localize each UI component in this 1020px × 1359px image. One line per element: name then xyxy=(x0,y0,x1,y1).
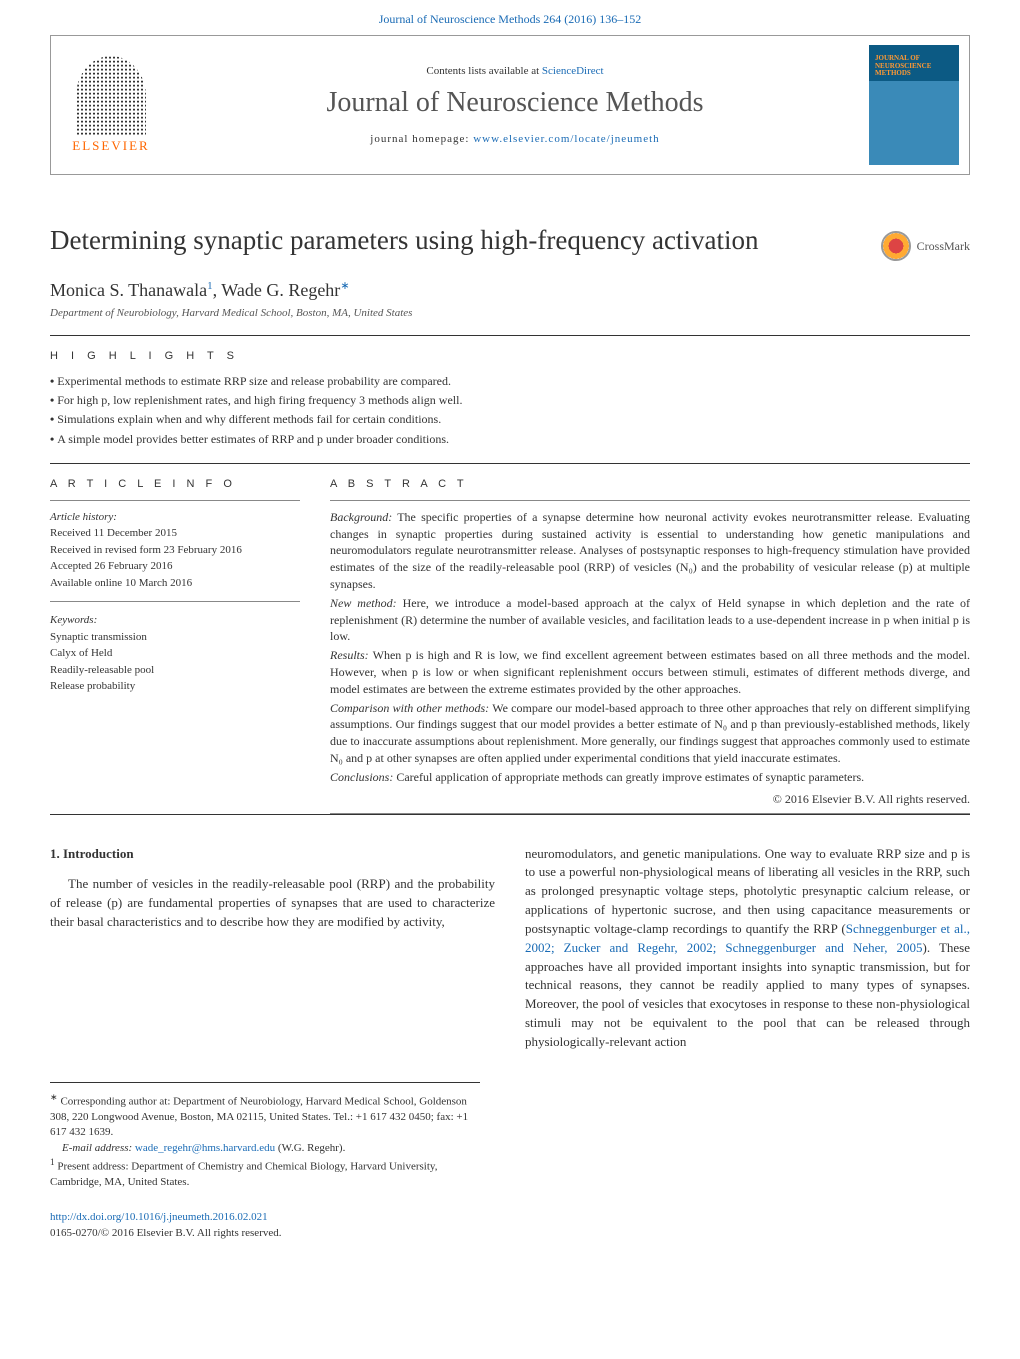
history-line: Received 11 December 2015 xyxy=(50,525,300,542)
elsevier-text: ELSEVIER xyxy=(72,138,149,154)
abs-text: When p is high and R is low, we find exc… xyxy=(330,648,970,696)
highlight-item: For high p, low replenishment rates, and… xyxy=(50,391,970,410)
article-info: A R T I C L E I N F O Article history: R… xyxy=(50,478,300,814)
abs-text: Here, we introduce a model-based approac… xyxy=(330,596,970,644)
section-heading: 1. Introduction xyxy=(50,845,495,864)
authors: Monica S. Thanawala1, Wade G. Regehr∗ xyxy=(50,279,970,301)
intro-col-1: 1. Introduction The number of vesicles i… xyxy=(50,845,495,1052)
intro-paragraph: The number of vesicles in the readily-re… xyxy=(50,875,495,932)
abs-text: Careful application of appropriate metho… xyxy=(393,770,864,784)
highlights-list: Experimental methods to estimate RRP siz… xyxy=(50,372,970,449)
history-line: Accepted 26 February 2016 xyxy=(50,558,300,575)
keyword: Release probability xyxy=(50,678,300,695)
highlights-heading: H I G H L I G H T S xyxy=(50,350,970,362)
homepage-line: journal homepage: www.elsevier.com/locat… xyxy=(370,133,659,145)
journal-title: Journal of Neuroscience Methods xyxy=(326,87,703,119)
keywords: Keywords: Synaptic transmission Calyx of… xyxy=(50,612,300,705)
crossmark-icon xyxy=(881,231,911,261)
keyword: Synaptic transmission xyxy=(50,629,300,646)
email-footnote: E-mail address: wade_regehr@hms.harvard.… xyxy=(50,1141,480,1156)
history-line: Available online 10 March 2016 xyxy=(50,575,300,592)
abstract-heading: A B S T R A C T xyxy=(330,478,970,490)
sciencedirect-link[interactable]: ScienceDirect xyxy=(542,65,604,77)
abs-label: Conclusions: xyxy=(330,770,393,784)
elsevier-logo[interactable]: ELSEVIER xyxy=(51,36,171,174)
abs-label: New method: xyxy=(330,596,397,610)
article-title: Determining synaptic parameters using hi… xyxy=(50,225,759,256)
affiliation: Department of Neurobiology, Harvard Medi… xyxy=(50,307,970,319)
cover-image: JOURNAL OF NEUROSCIENCE METHODS xyxy=(869,45,959,165)
contents-prefix: Contents lists available at xyxy=(426,65,541,77)
abs-label: Results: xyxy=(330,648,369,662)
history-label: Article history: xyxy=(50,509,300,526)
homepage-prefix: journal homepage: xyxy=(370,133,473,145)
keywords-label: Keywords: xyxy=(50,612,300,629)
highlight-item: A simple model provides better estimates… xyxy=(50,430,970,449)
history-line: Received in revised form 23 February 201… xyxy=(50,542,300,559)
abs-text: The specific properties of a synapse det… xyxy=(330,510,970,591)
footnotes: ∗ Corresponding author at: Department of… xyxy=(50,1082,480,1191)
journal-header: ELSEVIER Contents lists available at Sci… xyxy=(50,35,970,175)
intro-col-2: neuromodulators, and genetic manipulatio… xyxy=(525,845,970,1052)
doi-block: http://dx.doi.org/10.1016/j.jneumeth.201… xyxy=(50,1210,970,1241)
issn-copyright: 0165-0270/© 2016 Elsevier B.V. All right… xyxy=(50,1227,282,1239)
present-address-footnote: 1 Present address: Department of Chemist… xyxy=(50,1156,480,1190)
header-center: Contents lists available at ScienceDirec… xyxy=(171,36,859,174)
crossmark-badge[interactable]: CrossMark xyxy=(881,231,970,261)
highlight-item: Simulations explain when and why differe… xyxy=(50,410,970,429)
keyword: Readily-releasable pool xyxy=(50,662,300,679)
abstract: A B S T R A C T Background: The specific… xyxy=(330,478,970,814)
corresponding-footnote: ∗ Corresponding author at: Department of… xyxy=(50,1091,480,1141)
highlight-item: Experimental methods to estimate RRP siz… xyxy=(50,372,970,391)
journal-cover[interactable]: JOURNAL OF NEUROSCIENCE METHODS xyxy=(859,36,969,174)
homepage-link[interactable]: www.elsevier.com/locate/jneumeth xyxy=(473,133,659,145)
elsevier-tree-icon xyxy=(76,56,146,136)
email-link[interactable]: wade_regehr@hms.harvard.edu xyxy=(135,1142,275,1154)
abs-label: Comparison with other methods: xyxy=(330,701,489,715)
abstract-text: Background: The specific properties of a… xyxy=(330,509,970,786)
article-history: Article history: Received 11 December 20… xyxy=(50,509,300,603)
abstract-copyright: © 2016 Elsevier B.V. All rights reserved… xyxy=(330,792,970,807)
author-1: Monica S. Thanawala xyxy=(50,280,207,300)
intro-paragraph: neuromodulators, and genetic manipulatio… xyxy=(525,845,970,1052)
crossmark-label: CrossMark xyxy=(917,239,970,254)
abs-label: Background: xyxy=(330,510,392,524)
author-2: , Wade G. Regehr xyxy=(213,280,341,300)
contents-line: Contents lists available at ScienceDirec… xyxy=(426,65,603,77)
doi-link[interactable]: http://dx.doi.org/10.1016/j.jneumeth.201… xyxy=(50,1211,268,1223)
cover-text: JOURNAL OF NEUROSCIENCE METHODS xyxy=(875,55,931,78)
journal-citation[interactable]: Journal of Neuroscience Methods 264 (201… xyxy=(0,0,1020,35)
author-2-sup[interactable]: ∗ xyxy=(340,280,349,292)
keyword: Calyx of Held xyxy=(50,645,300,662)
info-heading: A R T I C L E I N F O xyxy=(50,478,300,490)
